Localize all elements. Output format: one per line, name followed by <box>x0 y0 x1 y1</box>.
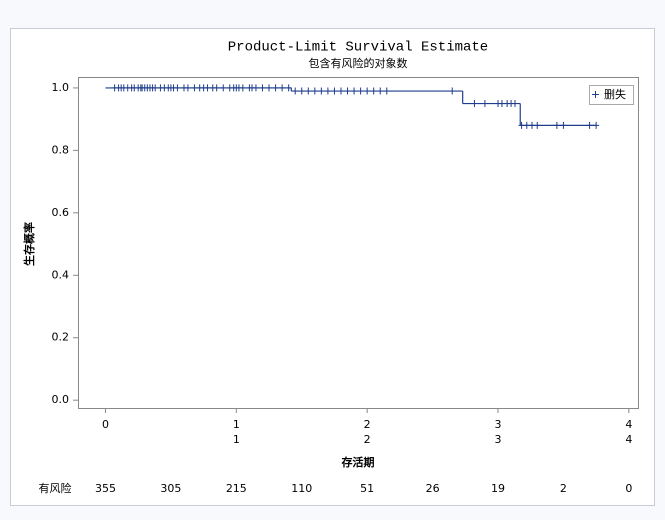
censor-mark <box>174 84 181 92</box>
censor-mark <box>351 87 358 95</box>
censor-mark <box>377 87 384 95</box>
censor-mark <box>285 84 292 92</box>
at-risk-count: 0 <box>625 482 632 495</box>
x2-tick-label: 4 <box>625 433 632 446</box>
censor-mark <box>481 100 488 108</box>
censor-mark <box>152 84 159 92</box>
y-tick-label: 0.4 <box>52 268 70 281</box>
at-risk-count: 51 <box>360 482 374 495</box>
legend-symbol <box>592 91 599 98</box>
censor-mark <box>529 121 536 129</box>
at-risk-count: 305 <box>160 482 181 495</box>
at-risk-count: 2 <box>560 482 567 495</box>
y-tick-label: 0.0 <box>52 393 70 406</box>
plot-area <box>78 77 639 409</box>
censor-mark <box>305 87 312 95</box>
censor-mark <box>344 87 351 95</box>
censor-mark <box>292 87 299 95</box>
censor-mark <box>279 84 286 92</box>
censor-mark <box>266 84 273 92</box>
censor-mark <box>331 87 338 95</box>
censor-mark <box>449 87 456 95</box>
censor-mark <box>512 100 519 108</box>
y-tick-label: 0.2 <box>52 331 70 344</box>
censor-mark <box>560 121 567 129</box>
frame <box>10 28 655 506</box>
at-risk-count: 355 <box>95 482 116 495</box>
censor-mark <box>191 84 198 92</box>
censor-mark <box>586 121 593 129</box>
y-tick-label: 0.6 <box>52 206 70 219</box>
x-tick-label: 4 <box>625 418 632 431</box>
censor-mark <box>239 84 246 92</box>
x-tick-label: 2 <box>364 418 371 431</box>
censor-mark <box>213 84 220 92</box>
y-tick-label: 1.0 <box>52 81 70 94</box>
x2-tick-label: 3 <box>495 433 502 446</box>
x2-tick-label: 1 <box>233 433 240 446</box>
censor-mark <box>523 121 530 129</box>
y-tick-label: 0.8 <box>52 143 70 156</box>
censor-mark <box>553 121 560 129</box>
at-risk-label: 有风险 <box>39 481 72 495</box>
censor-mark <box>370 87 377 95</box>
censor-mark <box>337 87 344 95</box>
censor-mark <box>220 84 227 92</box>
censor-mark <box>593 121 600 129</box>
censor-mark <box>252 84 259 92</box>
at-risk-count: 215 <box>226 482 247 495</box>
censor-mark <box>471 100 478 108</box>
censor-mark <box>518 121 525 129</box>
x-tick-label: 3 <box>495 418 502 431</box>
x-tick-label: 0 <box>102 418 109 431</box>
censor-mark <box>259 84 266 92</box>
at-risk-count: 26 <box>426 482 440 495</box>
x-tick-label: 1 <box>233 418 240 431</box>
x-axis-label: 存活期 <box>342 455 375 469</box>
y-axis-label: 生存概率 <box>22 222 36 266</box>
chart-subtitle: 包含有风险的对象数 <box>309 56 408 70</box>
censor-mark <box>364 87 371 95</box>
censor-mark <box>324 87 331 95</box>
censor-mark <box>298 87 305 95</box>
censor-mark <box>272 84 279 92</box>
censor-mark <box>184 84 191 92</box>
censor-mark <box>204 84 211 92</box>
censor-mark <box>534 121 541 129</box>
at-risk-count: 110 <box>291 482 312 495</box>
censor-mark <box>357 87 364 95</box>
censor-mark <box>383 87 390 95</box>
censor-mark <box>318 87 325 95</box>
censor-mark <box>311 87 318 95</box>
censor-mark <box>498 100 505 108</box>
legend-label: 删失 <box>604 88 626 101</box>
legend <box>589 85 634 105</box>
at-risk-count: 19 <box>491 482 505 495</box>
chart-title: Product-Limit Survival Estimate <box>228 40 488 56</box>
x2-tick-label: 2 <box>364 433 371 446</box>
